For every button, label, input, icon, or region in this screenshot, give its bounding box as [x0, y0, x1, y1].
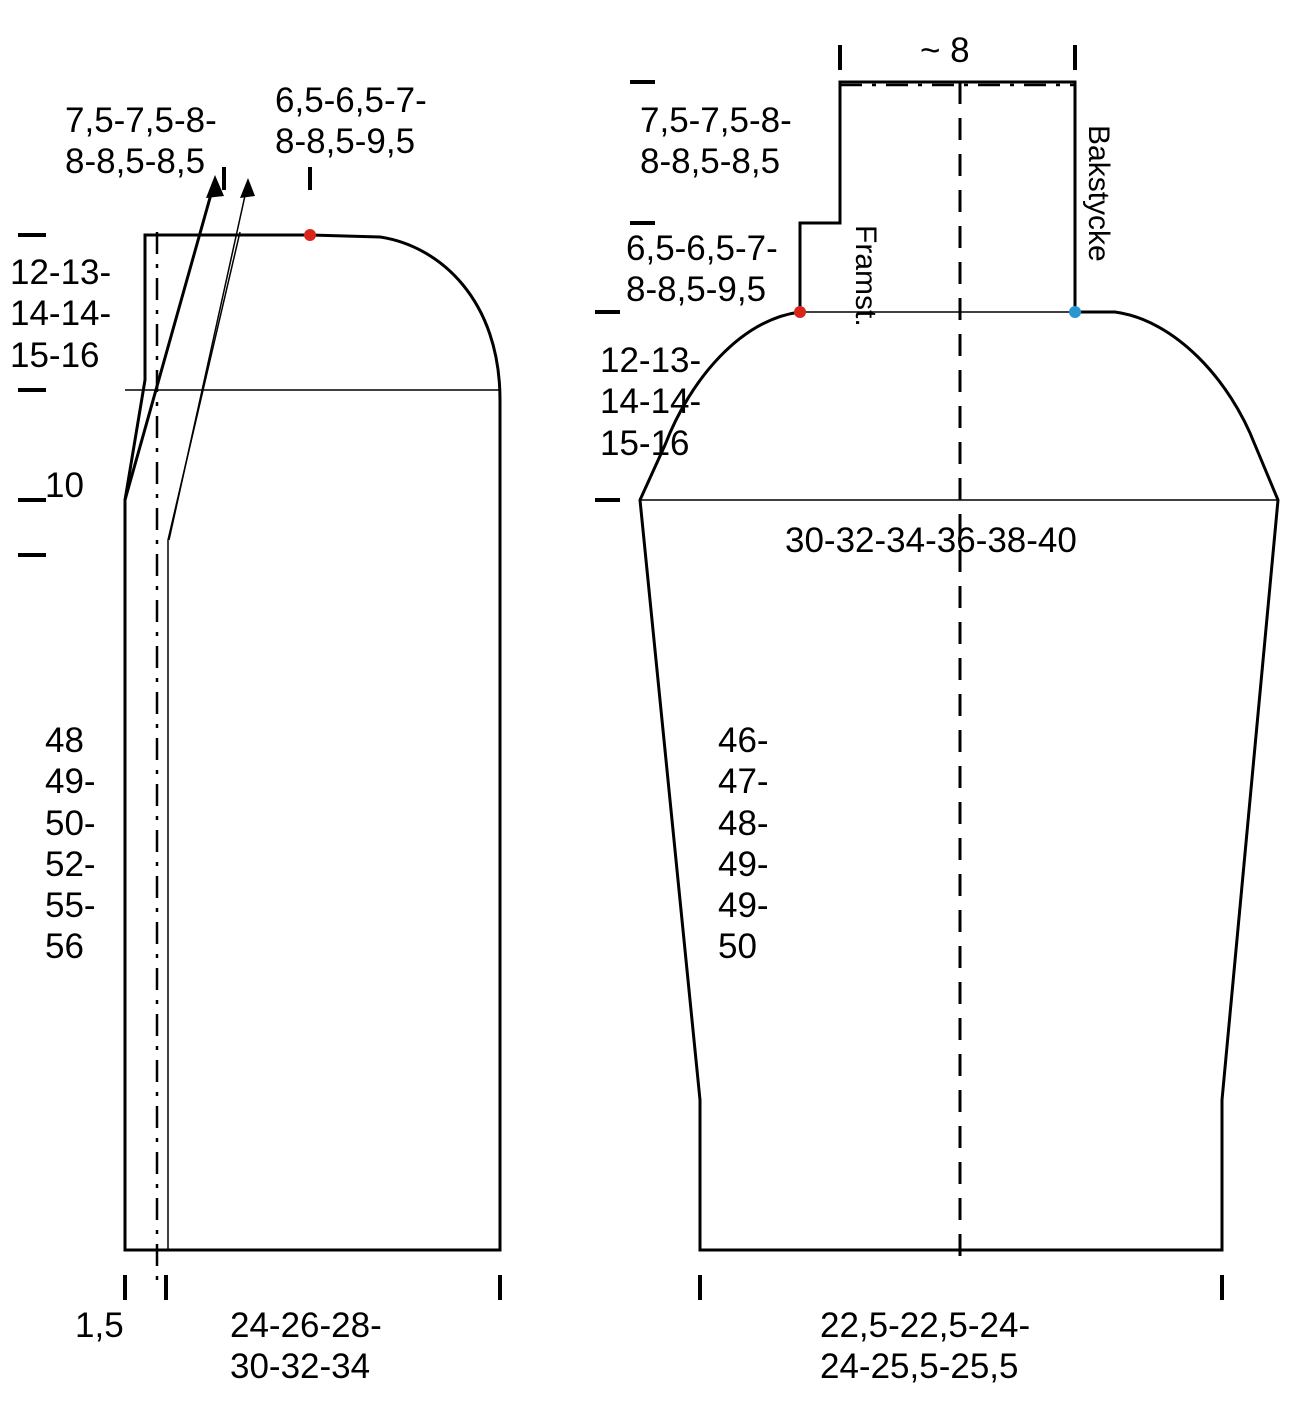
sleeve-upper-w-label: 30-32-34-36-38-40 — [785, 520, 1077, 561]
sleeve-body-h-label: 46- 47- 48- 49- 49- 50 — [718, 720, 769, 968]
body-arm-h-label: 12-13- 14-14- 15-16 — [10, 252, 111, 376]
body-diag-arrow — [125, 180, 215, 500]
sleeve-bottom-w-label: 22,5-22,5-24- 24-25,5-25,5 — [820, 1305, 1030, 1388]
body-bottom-l-label: 1,5 — [75, 1305, 124, 1346]
sleeve-cap-h-label: 12-13- 14-14- 15-16 — [600, 340, 701, 464]
body-body-h-label: 48 49- 50- 52- 55- 56 — [45, 720, 96, 968]
body-red-dot — [304, 229, 316, 241]
sleeve-mid-left-label: 6,5-6,5-7- 8-8,5-9,5 — [626, 228, 778, 311]
sleeve-top-left-label: 7,5-7,5-8- 8-8,5-8,5 — [640, 100, 792, 183]
sleeve-front-vertical-label: Framst. — [848, 225, 882, 327]
sleeve-blue-dot — [1069, 306, 1081, 318]
body-top-right-label: 6,5-6,5-7- 8-8,5-9,5 — [275, 80, 427, 163]
body-outline — [125, 235, 500, 1250]
sleeve-top-w-label: ~ 8 — [920, 30, 970, 71]
sleeve-back-vertical-label: Bakstycke — [1081, 125, 1115, 262]
body-top-left-label: 7,5-7,5-8- 8-8,5-8,5 — [65, 100, 217, 183]
diagram-canvas: 7,5-7,5-8- 8-8,5-8,5 6,5-6,5-7- 8-8,5-9,… — [0, 0, 1296, 1421]
body-mid-h-label: 10 — [45, 465, 84, 506]
body-diag-arrow2-head — [240, 178, 255, 198]
body-bottom-w-label: 24-26-28- 30-32-34 — [230, 1305, 382, 1388]
sleeve-red-dot — [794, 306, 806, 318]
